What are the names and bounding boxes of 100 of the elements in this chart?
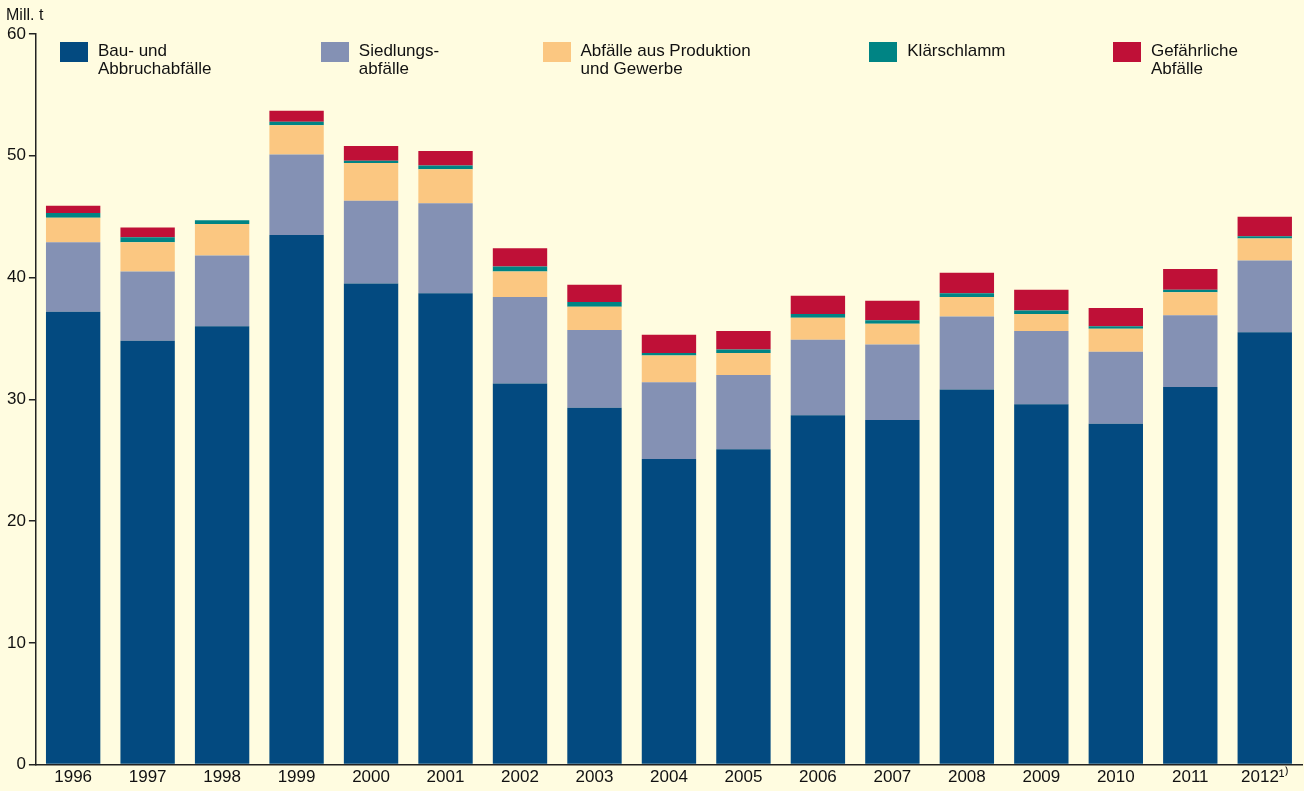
- bar: [865, 344, 920, 420]
- bar: [1088, 423, 1143, 764]
- bar: [1163, 315, 1218, 388]
- bar: [45, 217, 101, 243]
- bar: [716, 349, 771, 354]
- bar: [194, 255, 250, 327]
- bar: [120, 227, 175, 238]
- bar: [269, 154, 324, 235]
- bar: [939, 316, 995, 390]
- bar: [45, 213, 101, 218]
- bar: [492, 271, 548, 298]
- x-tick-label: 1997: [128, 767, 167, 787]
- x-tick-label: 2001: [426, 767, 465, 787]
- x-tick-label: 2006: [798, 767, 837, 787]
- y-tick-label: 20: [6, 510, 26, 530]
- x-tick-label: 2007: [873, 767, 912, 787]
- bar: [1163, 269, 1218, 290]
- bar: [45, 205, 101, 213]
- bar: [1014, 310, 1069, 315]
- legend-label: Klärschlamm: [907, 41, 1006, 60]
- bar: [120, 271, 175, 341]
- x-tick-label: 2008: [947, 767, 986, 787]
- bar: [716, 374, 771, 450]
- bar: [716, 353, 771, 375]
- bar: [45, 242, 101, 312]
- x-tick-label: 2011: [1172, 767, 1209, 787]
- bar: [790, 295, 846, 315]
- bar: [492, 297, 548, 384]
- bar: [1237, 216, 1292, 237]
- bar: [1237, 236, 1292, 239]
- bar: [567, 306, 622, 330]
- bar: [492, 383, 548, 764]
- y-tick-label: 0: [16, 754, 26, 774]
- bar: [120, 242, 175, 272]
- bar: [1088, 307, 1143, 327]
- bar: [716, 331, 771, 350]
- bar: [567, 407, 622, 764]
- bar: [1014, 331, 1069, 405]
- bar: [865, 320, 920, 324]
- bar: [716, 449, 771, 764]
- legend-label: Siedlungs- abfälle: [358, 41, 440, 78]
- bar: [939, 272, 995, 294]
- x-tick-label: 2004: [650, 767, 688, 787]
- bar: [641, 334, 697, 354]
- bar: [418, 293, 473, 764]
- bar: [1163, 387, 1218, 764]
- bar: [1237, 238, 1292, 261]
- bar: [567, 329, 622, 408]
- bar: [1237, 332, 1292, 764]
- bar: [939, 389, 995, 764]
- bar: [269, 234, 324, 764]
- bar: [865, 323, 920, 345]
- bar: [790, 317, 846, 340]
- bar: [1014, 404, 1069, 764]
- legend-label: Gefährliche Abfälle: [1150, 41, 1238, 78]
- y-tick-label: 10: [6, 632, 26, 652]
- bar: [194, 223, 250, 256]
- bar: [418, 169, 473, 204]
- bar: [790, 314, 846, 318]
- bar: [1088, 326, 1143, 329]
- bar: [343, 163, 399, 201]
- y-axis-title: Mill. t: [6, 6, 44, 24]
- bar: [567, 301, 622, 307]
- bar: [641, 458, 697, 764]
- bar: [269, 125, 324, 155]
- bar: [418, 150, 473, 166]
- x-tick-label: 2005: [724, 767, 763, 787]
- bar: [120, 237, 175, 243]
- bar: [194, 326, 250, 764]
- bar: [865, 300, 920, 321]
- x-tick-label: 2000: [352, 767, 390, 787]
- bar: [343, 283, 399, 764]
- bar: [492, 248, 548, 267]
- x-tick-label: 2009: [1022, 767, 1061, 787]
- x-tick-label: 1999: [277, 767, 316, 787]
- bar: [790, 415, 846, 764]
- bar: [1163, 292, 1218, 316]
- y-tick-label: 60: [6, 23, 26, 43]
- x-tick-label: 1996: [54, 767, 93, 787]
- bar: [939, 293, 995, 298]
- x-tick-label: 2003: [575, 767, 614, 787]
- bar: [269, 110, 324, 122]
- x-tick-label: 2010: [1096, 767, 1135, 787]
- bar: [343, 146, 399, 161]
- bar: [641, 355, 697, 383]
- bar: [790, 339, 846, 416]
- bar: [1088, 328, 1143, 352]
- bar: [418, 203, 473, 294]
- y-tick-label: 50: [6, 145, 26, 165]
- legend-label: Abfälle aus Produktion und Gewerbe: [580, 41, 751, 78]
- x-tick-label: 2012¹⁾: [1241, 766, 1289, 787]
- bar: [865, 420, 920, 764]
- y-tick-label: 40: [6, 267, 26, 287]
- x-tick-label: 1998: [203, 767, 242, 787]
- x-tick-label: 2002: [501, 767, 539, 787]
- bar: [45, 311, 101, 764]
- bar: [1014, 289, 1069, 311]
- bar: [641, 382, 697, 459]
- bar: [1088, 351, 1143, 424]
- bar: [1014, 314, 1069, 332]
